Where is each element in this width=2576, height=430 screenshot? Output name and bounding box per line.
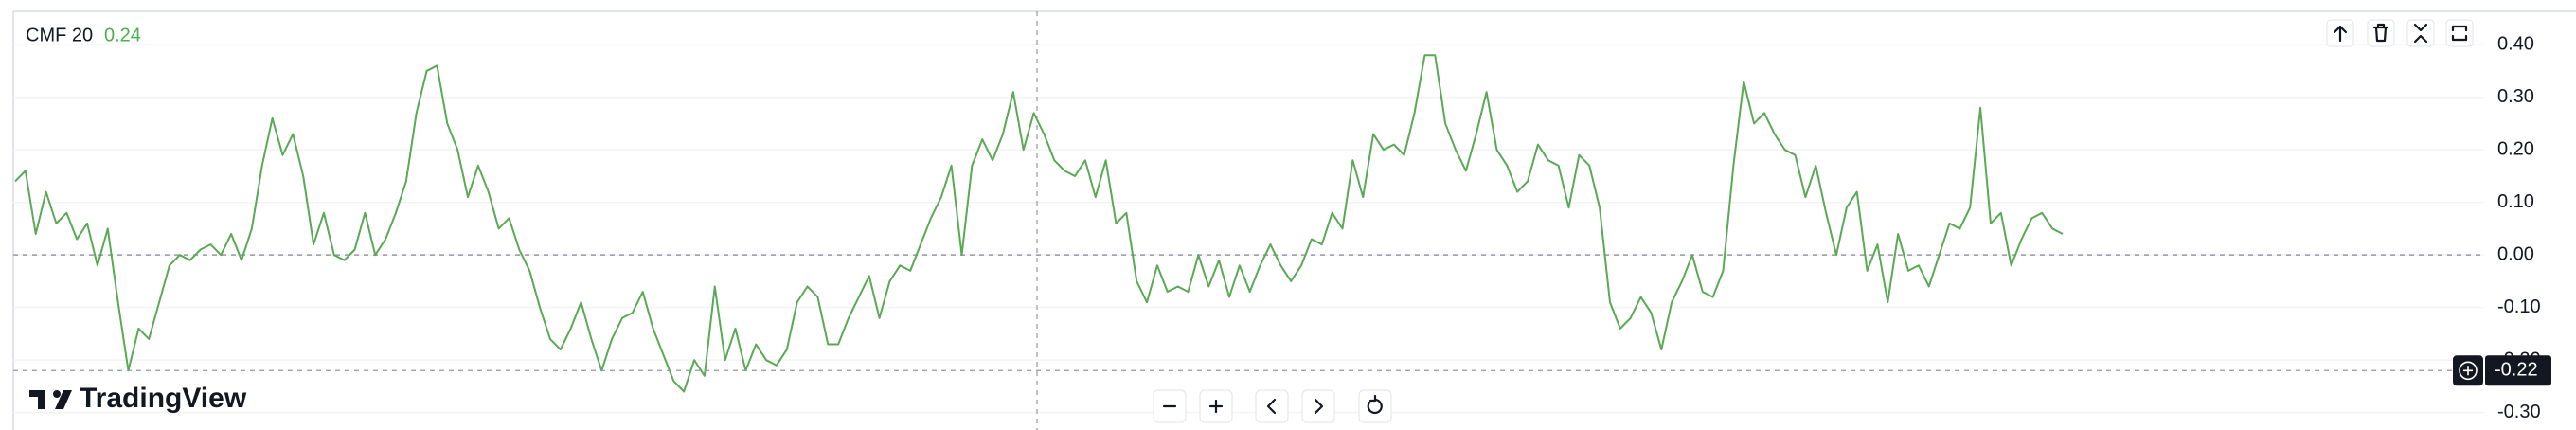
zoom-out-button[interactable]: [1153, 389, 1187, 423]
delete-button[interactable]: [2367, 19, 2395, 47]
crosshair-add-icon: [2459, 361, 2478, 381]
navigation-bar: [1153, 389, 1392, 423]
y-tick-label: 0.20: [2497, 138, 2534, 159]
plot: [13, 11, 2484, 430]
maximize-button[interactable]: [2445, 19, 2474, 47]
zoom-in-button[interactable]: [1199, 389, 1233, 423]
legend-name: CMF 20: [26, 25, 93, 45]
y-tick-label: 0.40: [2497, 33, 2534, 54]
y-tick-label: 0.00: [2497, 243, 2534, 264]
y-tick-label: 0.10: [2497, 191, 2534, 212]
crosshair-price-box: [2485, 355, 2551, 386]
scroll-right-button[interactable]: [1301, 389, 1335, 423]
grid: [13, 44, 2484, 414]
y-tick-label: -0.30: [2497, 402, 2541, 422]
y-tick-label: 0.30: [2497, 86, 2534, 107]
brand-logo[interactable]: TradingView: [29, 383, 247, 414]
cmf-line: [14, 54, 2064, 393]
pane-toolbar: [2326, 19, 2474, 47]
reset-button[interactable]: [1358, 389, 1392, 423]
legend-value: 0.24: [104, 25, 141, 45]
scroll-left-button[interactable]: [1255, 389, 1289, 423]
y-tick-label: -0.10: [2497, 296, 2541, 317]
crosshair-price-label: -0.22: [2495, 360, 2538, 381]
move-up-button[interactable]: [2326, 19, 2354, 47]
brand-name: TradingView: [80, 383, 247, 414]
collapse-button[interactable]: [2406, 19, 2435, 47]
crosshair-add-icon: [2463, 366, 2473, 376]
